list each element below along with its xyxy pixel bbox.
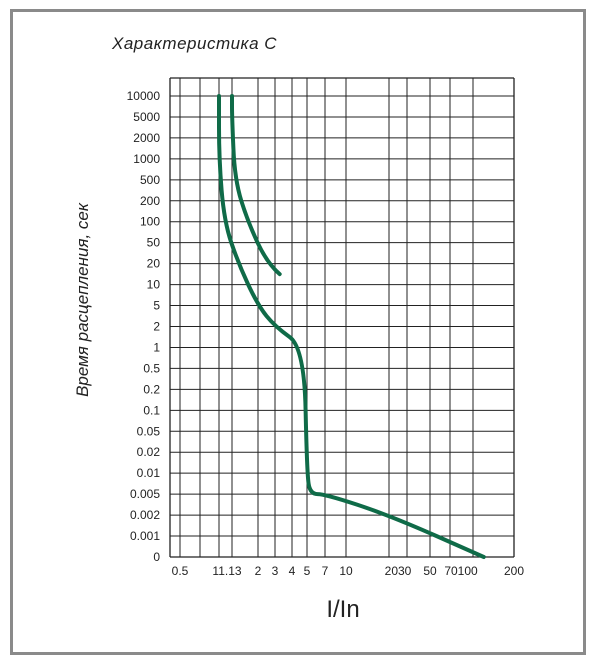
x-tick-label: 10 bbox=[339, 564, 353, 578]
x-axis-label: I/In bbox=[326, 596, 359, 623]
y-tick-label: 0.2 bbox=[143, 382, 160, 396]
x-tick-label: 2030 bbox=[385, 564, 412, 578]
y-tick-label: 0.01 bbox=[137, 466, 161, 480]
x-tick-label: 7 bbox=[322, 564, 329, 578]
x-tick-label: 70100 bbox=[444, 564, 478, 578]
y-tick-label: 0.05 bbox=[137, 424, 161, 438]
y-tick-label: 0.1 bbox=[143, 403, 160, 417]
x-tick-label: 0.5 bbox=[172, 564, 189, 578]
x-tick-labels: 0.5 11.13 2 3 4 5 7 10 2030 50 70100 200 bbox=[172, 564, 525, 578]
y-tick-label: 0 bbox=[153, 550, 160, 564]
y-axis-label: Время расцепления, сек bbox=[73, 202, 92, 397]
x-tick-label: 4 bbox=[289, 564, 296, 578]
y-tick-labels: 10000 5000 2000 1000 500 200 100 50 20 10 5 2 1 0.5 0.… bbox=[127, 89, 161, 564]
trip-curve-lower bbox=[216, 94, 486, 559]
y-tick-label: 5 bbox=[153, 299, 160, 313]
chart-title: Характеристика C bbox=[112, 34, 278, 53]
x-tick-label: 2 bbox=[255, 564, 262, 578]
y-tick-label: 200 bbox=[140, 194, 160, 208]
y-tick-label: 50 bbox=[147, 236, 161, 250]
y-tick-label: 2 bbox=[153, 320, 160, 334]
y-tick-label: 0.02 bbox=[137, 445, 161, 459]
y-tick-label: 100 bbox=[140, 215, 160, 229]
x-tick-label: 3 bbox=[272, 564, 279, 578]
y-tick-label: 0.002 bbox=[130, 508, 160, 522]
x-tick-label: 50 bbox=[423, 564, 437, 578]
y-tick-label: 5000 bbox=[133, 110, 160, 124]
y-tick-label: 10000 bbox=[127, 89, 161, 103]
y-tick-label: 1 bbox=[153, 340, 160, 354]
y-tick-label: 0.005 bbox=[130, 487, 160, 501]
x-tick-label: 11.13 bbox=[212, 564, 241, 578]
chart-grid bbox=[169, 77, 515, 558]
y-tick-label: 10 bbox=[147, 278, 161, 292]
x-tick-label: 200 bbox=[504, 564, 524, 578]
y-tick-label: 0.5 bbox=[143, 361, 160, 375]
y-tick-label: 20 bbox=[147, 257, 161, 271]
curves bbox=[216, 94, 486, 559]
y-tick-label: 2000 bbox=[133, 131, 160, 145]
y-tick-label: 1000 bbox=[133, 152, 160, 166]
x-tick-label: 5 bbox=[304, 564, 311, 578]
y-tick-label: 0.001 bbox=[130, 529, 160, 543]
trip-curve-upper bbox=[229, 94, 282, 277]
y-tick-label: 500 bbox=[140, 173, 160, 187]
